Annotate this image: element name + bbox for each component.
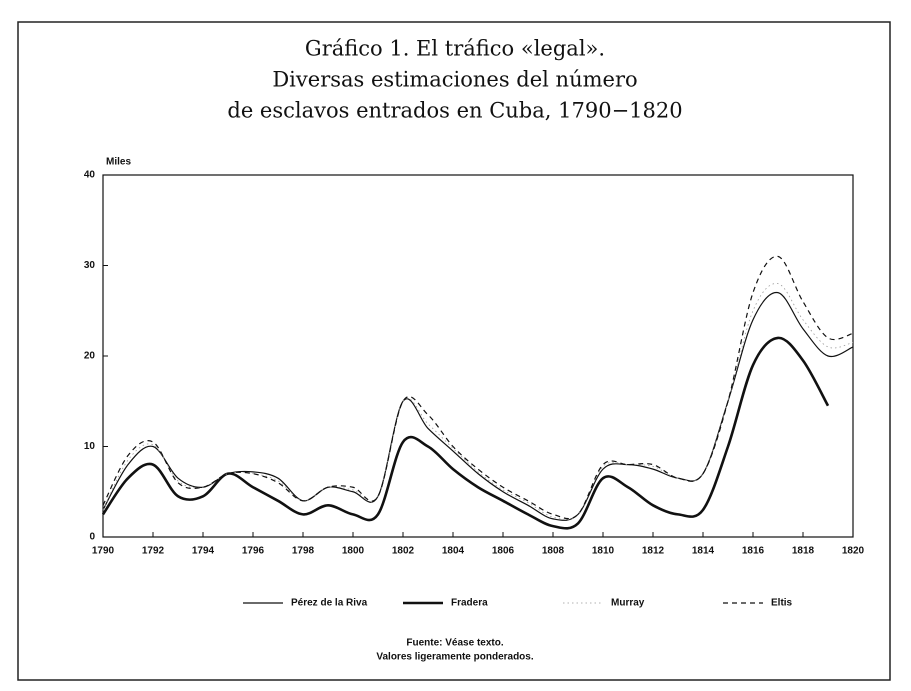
x-tick-label: 1794 (192, 546, 215, 557)
x-tick-label: 1800 (342, 546, 365, 557)
x-tick-label: 1810 (592, 546, 615, 557)
x-tick-label: 1808 (542, 546, 565, 557)
legend-label: Eltis (771, 598, 793, 609)
y-tick-label: 20 (84, 351, 96, 362)
x-tick-label: 1796 (242, 546, 265, 557)
source: Fuente: Véase texto. (406, 638, 503, 649)
x-tick-label: 1816 (742, 546, 765, 557)
x-tick-label: 1812 (642, 546, 665, 557)
chart-title: de esclavos entrados en Cuba, 1790−1820 (227, 99, 682, 123)
x-tick-label: 1790 (92, 546, 115, 557)
x-tick-label: 1792 (142, 546, 165, 557)
x-tick-label: 1798 (292, 546, 315, 557)
x-tick-label: 1814 (692, 546, 715, 557)
x-tick-label: 1806 (492, 546, 515, 557)
legend-label: Pérez de la Riva (291, 598, 368, 609)
frame (17, 21, 891, 681)
y-axis-label: Miles (106, 157, 131, 168)
y-tick-label: 10 (84, 441, 96, 452)
legend-label: Fradera (451, 598, 488, 609)
x-tick-label: 1804 (442, 546, 465, 557)
chart-title: Gráfico 1. El tráfico «legal». (305, 37, 605, 61)
legend-label: Murray (611, 598, 645, 609)
x-tick-label: 1818 (792, 546, 815, 557)
series-line (101, 336, 830, 530)
source: Valores ligeramente ponderados. (376, 652, 533, 663)
y-tick-label: 40 (84, 170, 96, 181)
y-tick-label: 30 (84, 260, 96, 271)
y-tick-label: 0 (89, 532, 95, 543)
x-tick-label: 1820 (842, 546, 865, 557)
series-line (102, 255, 854, 520)
chart-title: Diversas estimaciones del número (272, 68, 637, 92)
x-tick-label: 1802 (392, 546, 415, 557)
series-line (102, 283, 854, 521)
